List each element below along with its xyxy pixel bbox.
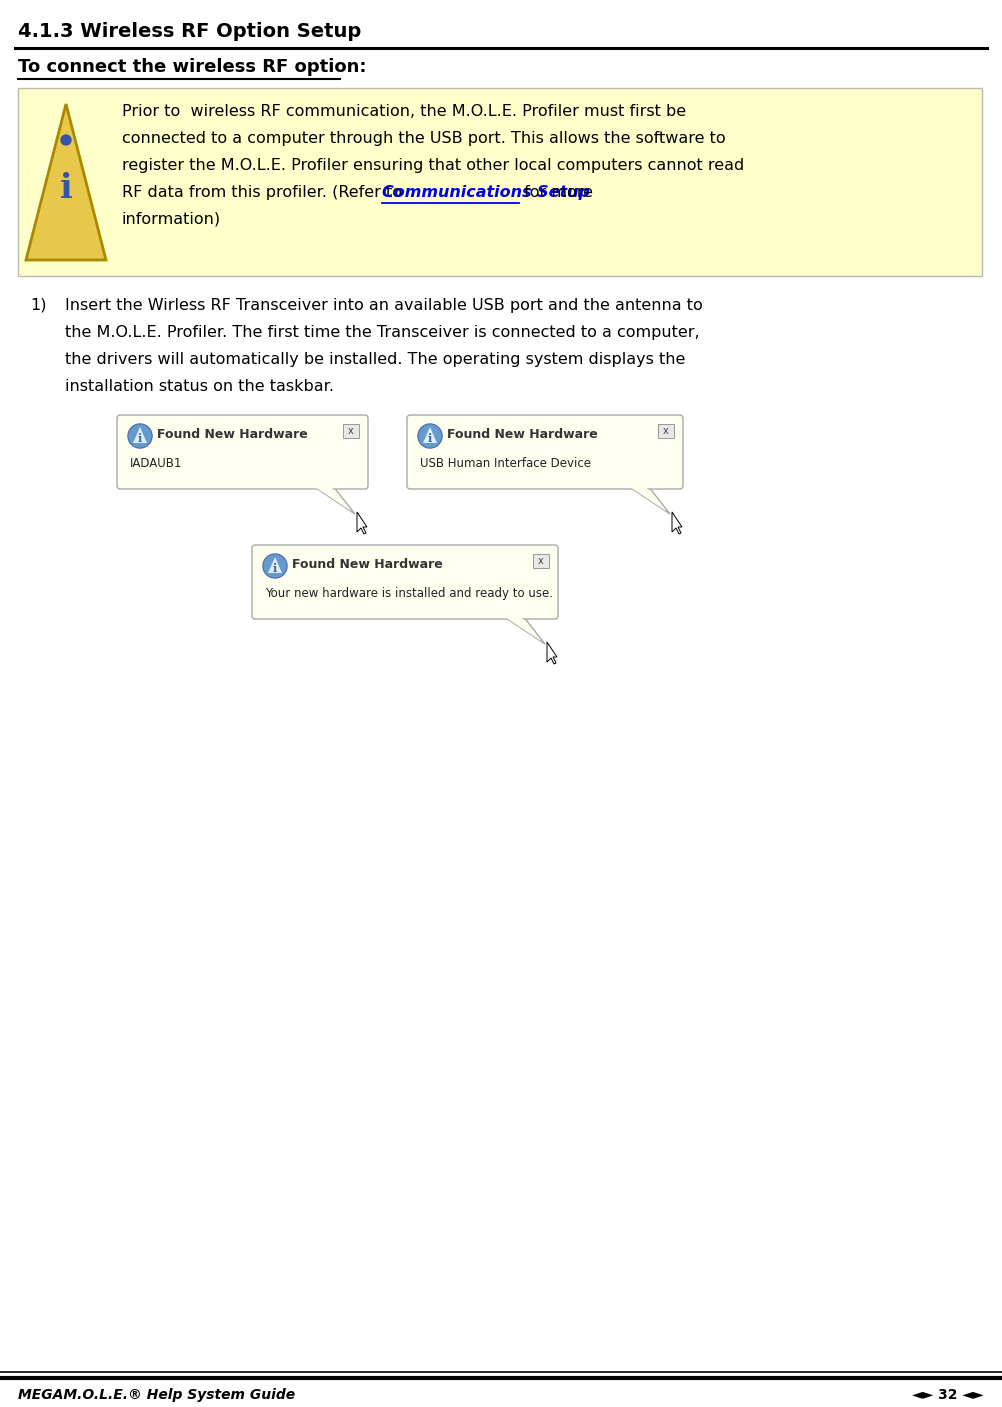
Text: the drivers will automatically be installed. The operating system displays the: the drivers will automatically be instal… bbox=[65, 352, 685, 367]
Text: the M.O.L.E. Profiler. The first time the Transceiver is connected to a computer: the M.O.L.E. Profiler. The first time th… bbox=[65, 325, 699, 340]
Circle shape bbox=[264, 554, 286, 577]
Text: To connect the wireless RF option:: To connect the wireless RF option: bbox=[18, 58, 367, 76]
Text: 1): 1) bbox=[30, 298, 46, 312]
Text: IADAUB1: IADAUB1 bbox=[130, 457, 182, 470]
Text: installation status on the taskbar.: installation status on the taskbar. bbox=[65, 378, 334, 394]
Polygon shape bbox=[133, 426, 147, 443]
Polygon shape bbox=[315, 487, 351, 511]
FancyBboxPatch shape bbox=[407, 415, 683, 490]
Polygon shape bbox=[357, 512, 367, 535]
Circle shape bbox=[129, 425, 151, 447]
Text: MEGAM.O.L.E.® Help System Guide: MEGAM.O.L.E.® Help System Guide bbox=[18, 1387, 296, 1401]
Text: for more: for more bbox=[519, 184, 593, 200]
FancyBboxPatch shape bbox=[252, 545, 558, 619]
Text: x: x bbox=[348, 426, 354, 436]
Text: i: i bbox=[428, 432, 432, 443]
Polygon shape bbox=[547, 642, 557, 664]
Text: x: x bbox=[663, 426, 669, 436]
Polygon shape bbox=[628, 485, 670, 514]
Text: register the M.O.L.E. Profiler ensuring that other local computers cannot read: register the M.O.L.E. Profiler ensuring … bbox=[122, 158, 744, 173]
Polygon shape bbox=[630, 487, 666, 511]
Text: Found New Hardware: Found New Hardware bbox=[157, 428, 308, 440]
Text: ◄► 32 ◄►: ◄► 32 ◄► bbox=[913, 1387, 984, 1401]
Text: Communications Setup: Communications Setup bbox=[382, 184, 590, 200]
FancyBboxPatch shape bbox=[343, 424, 359, 438]
FancyBboxPatch shape bbox=[18, 89, 982, 276]
Polygon shape bbox=[313, 485, 355, 514]
Circle shape bbox=[263, 554, 287, 578]
Circle shape bbox=[419, 425, 441, 447]
Text: 4.1.3 Wireless RF Option Setup: 4.1.3 Wireless RF Option Setup bbox=[18, 23, 362, 41]
Text: Found New Hardware: Found New Hardware bbox=[447, 428, 598, 440]
Text: x: x bbox=[538, 556, 544, 566]
Polygon shape bbox=[423, 426, 437, 443]
Text: Prior to  wireless RF communication, the M.O.L.E. Profiler must first be: Prior to wireless RF communication, the … bbox=[122, 104, 686, 120]
Text: information): information) bbox=[122, 212, 221, 227]
Text: i: i bbox=[273, 563, 278, 574]
Polygon shape bbox=[503, 616, 545, 644]
Polygon shape bbox=[268, 557, 282, 573]
Polygon shape bbox=[26, 104, 106, 260]
Text: i: i bbox=[138, 432, 142, 443]
FancyBboxPatch shape bbox=[117, 415, 368, 490]
FancyBboxPatch shape bbox=[533, 554, 549, 568]
Polygon shape bbox=[672, 512, 682, 535]
Text: USB Human Interface Device: USB Human Interface Device bbox=[420, 457, 591, 470]
Text: i: i bbox=[60, 172, 72, 205]
Polygon shape bbox=[505, 618, 541, 642]
FancyBboxPatch shape bbox=[658, 424, 674, 438]
Circle shape bbox=[128, 424, 152, 447]
Text: Insert the Wirless RF Transceiver into an available USB port and the antenna to: Insert the Wirless RF Transceiver into a… bbox=[65, 298, 702, 312]
Text: Your new hardware is installed and ready to use.: Your new hardware is installed and ready… bbox=[265, 587, 553, 599]
Circle shape bbox=[418, 424, 442, 447]
Text: Found New Hardware: Found New Hardware bbox=[292, 559, 443, 571]
Text: RF data from this profiler. (Refer to: RF data from this profiler. (Refer to bbox=[122, 184, 407, 200]
Circle shape bbox=[61, 135, 71, 145]
Text: connected to a computer through the USB port. This allows the software to: connected to a computer through the USB … bbox=[122, 131, 725, 146]
